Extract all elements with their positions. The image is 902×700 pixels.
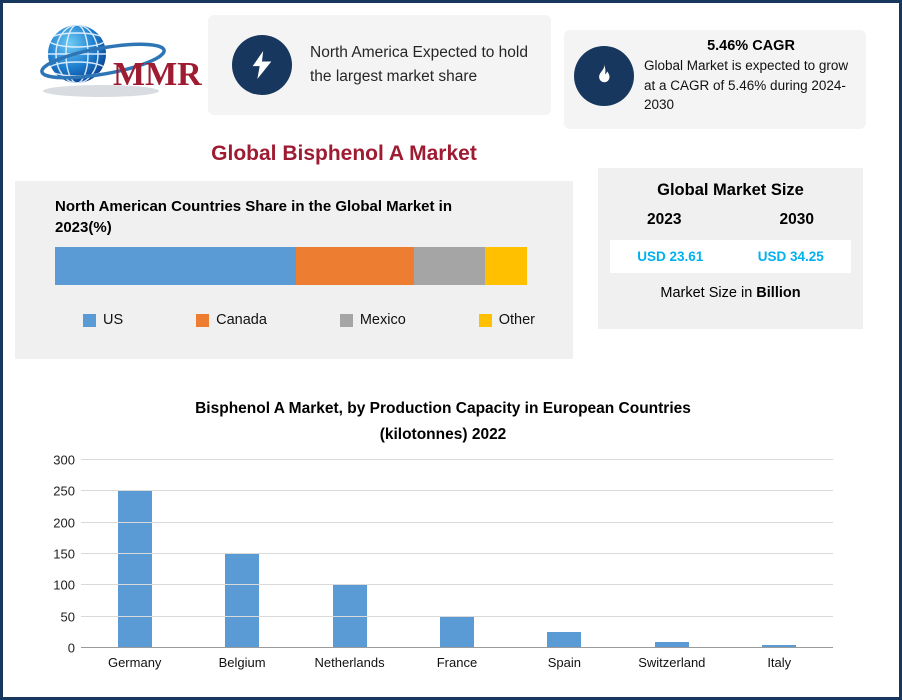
- market-size-years: 2023 2030: [598, 211, 863, 229]
- bar-spain: [547, 632, 582, 648]
- legend-label: Other: [498, 312, 535, 328]
- share-chart-title: North American Countries Share in the Gl…: [55, 196, 531, 238]
- card-cagr: 5.46% CAGR Global Market is expected to …: [564, 30, 866, 129]
- market-size-footnote: Market Size in Billion: [598, 285, 863, 301]
- segment-mexico: [413, 247, 485, 285]
- legend-swatch: [339, 313, 353, 327]
- y-tick-label: 300: [53, 452, 75, 468]
- legend-item-mexico: Mexico: [339, 312, 406, 328]
- logo-swoosh: [40, 42, 166, 80]
- gridline: [81, 584, 833, 586]
- year-2030: 2030: [779, 211, 814, 228]
- bar-slot: [403, 460, 510, 648]
- y-tick-label: 0: [67, 640, 75, 656]
- segment-us: [55, 247, 296, 285]
- segment-other: [484, 247, 527, 285]
- bar-germany: [117, 491, 152, 648]
- bar-netherlands: [332, 585, 367, 648]
- bar-switzerland: [654, 641, 689, 648]
- y-tick-label: 250: [53, 483, 75, 499]
- gridline: [81, 615, 833, 617]
- segment-canada: [295, 247, 414, 285]
- share-legend: US Canada Mexico Other: [83, 312, 535, 328]
- bars-row: [81, 460, 833, 648]
- bar-chart-title: Bisphenol A Market, by Production Capaci…: [3, 396, 883, 447]
- cagr-text: Global Market is expected to grow at a C…: [644, 58, 849, 113]
- x-tick-label: France: [436, 655, 478, 670]
- card-north-america-text: North America Expected to hold the large…: [310, 43, 528, 85]
- flame-icon: [599, 64, 610, 83]
- lightning-icon: [252, 51, 272, 79]
- bar-slot: [81, 460, 188, 648]
- bar-france: [439, 616, 474, 648]
- legend-item-canada: Canada: [196, 312, 267, 328]
- x-tick-label: Italy: [767, 655, 792, 670]
- x-tick-label: Belgium: [218, 655, 266, 670]
- x-axis-labels: Germany Belgium Netherlands France Spain Swit…: [81, 655, 833, 670]
- gridline: [81, 553, 833, 554]
- y-tick-label: 100: [53, 577, 75, 593]
- card-north-america: North America Expected to hold the large…: [208, 15, 551, 115]
- y-tick-label: 200: [53, 515, 75, 531]
- x-tick-label: Netherlands: [314, 655, 385, 670]
- bar-chart-title-line1: Bisphenol A Market, by Production Capaci…: [195, 400, 691, 417]
- y-tick-label: 150: [53, 546, 75, 562]
- na-share-panel: North American Countries Share in the Gl…: [15, 181, 573, 359]
- footnote-prefix: Market Size in: [660, 285, 757, 301]
- legend-item-us: US: [83, 312, 123, 328]
- year-2023: 2023: [647, 211, 682, 228]
- footnote-bold: Billion: [756, 285, 801, 301]
- market-size-panel: Global Market Size 2023 2030 USD 23.61 U…: [598, 168, 863, 329]
- bar-slot: [618, 460, 725, 648]
- bar-slot: [726, 460, 833, 648]
- logo-shadow: [43, 85, 159, 97]
- bar-belgium: [225, 554, 260, 648]
- market-size-values: USD 23.61 USD 34.25: [610, 240, 851, 273]
- share-title-line2: 2023(%): [55, 219, 112, 236]
- lightning-icon-circle: [232, 35, 292, 95]
- gridline: [81, 647, 833, 648]
- bar-chart-title-line2: (kilotonnes) 2022: [379, 425, 507, 443]
- flame-icon-circle: [574, 46, 634, 106]
- legend-swatch: [478, 313, 492, 327]
- gridline: [81, 459, 833, 460]
- bar-slot: [511, 460, 618, 648]
- bar-slot: [296, 460, 403, 648]
- mmr-logo: MMR: [40, 25, 202, 97]
- legend-swatch: [196, 313, 210, 327]
- legend-swatch: [83, 313, 96, 327]
- bar-slot: [188, 460, 295, 648]
- share-stacked-bar: [55, 247, 527, 285]
- legend-label: Mexico: [359, 312, 406, 328]
- legend-item-other: Other: [478, 312, 535, 328]
- x-tick-label: Germany: [107, 655, 162, 670]
- market-size-title: Global Market Size: [657, 181, 804, 199]
- legend-label: US: [103, 312, 124, 328]
- legend-label: Canada: [216, 312, 267, 328]
- bar-italy: [762, 644, 797, 648]
- logo-text: MMR: [113, 56, 202, 93]
- value-2030: USD 34.25: [757, 249, 824, 264]
- value-2023: USD 23.61: [637, 249, 704, 264]
- bar-chart-plot: 0 50 100 150 200 250 300: [53, 454, 833, 655]
- gridline: [81, 521, 833, 523]
- page-title: Global Bisphenol A Market: [211, 142, 477, 165]
- gridline: [81, 490, 833, 492]
- card-cagr-body: 5.46% CAGR Global Market is expected to …: [644, 30, 858, 115]
- cagr-title: 5.46% CAGR: [707, 38, 795, 54]
- x-tick-label: Spain: [547, 655, 582, 670]
- y-tick-label: 50: [60, 609, 75, 625]
- share-title-line1: North American Countries Share in the Gl…: [55, 198, 453, 215]
- x-tick-label: Switzerland: [638, 655, 706, 670]
